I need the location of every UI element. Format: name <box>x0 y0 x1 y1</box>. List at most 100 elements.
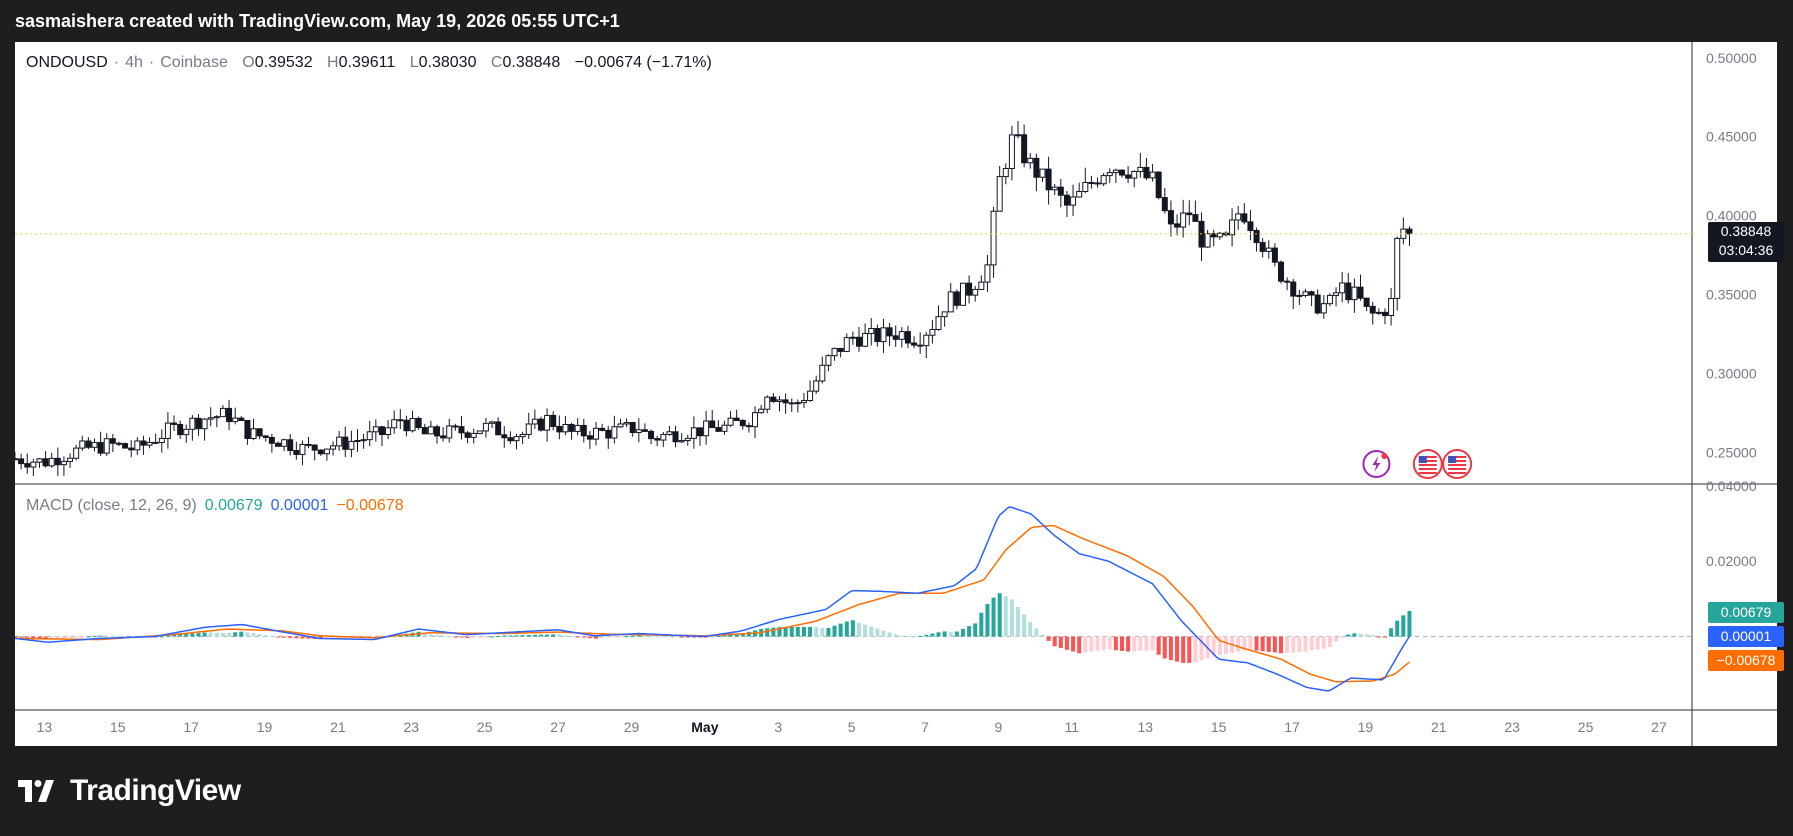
candle-body <box>1015 134 1022 137</box>
price-axis-tick-label: 0.25000 <box>1706 444 1757 460</box>
chart-canvas[interactable]: 0.25000 0.30000 0.35000 0.40000 0.45000 0.500… <box>15 42 1784 746</box>
macd-histogram-bar <box>618 636 623 638</box>
close-value: 0.38848 <box>502 54 561 71</box>
macd-histogram-bar <box>1260 636 1265 652</box>
candle-body <box>189 417 196 430</box>
macd-histogram-bar <box>37 636 42 640</box>
macd-indicator-label[interactable]: MACD (close, 12, 26, 9) <box>26 497 197 514</box>
macd-histogram-bar <box>746 631 751 637</box>
candle-body <box>1271 247 1278 263</box>
candle-body <box>1210 233 1217 238</box>
candle-body <box>354 439 361 442</box>
candle-body <box>1186 212 1193 216</box>
macd-histogram-bar <box>1272 636 1277 653</box>
change-value: −0.00674 (−1.71%) <box>574 54 712 71</box>
macd-histogram-bar <box>594 636 599 639</box>
macd-histogram-bar <box>508 635 513 637</box>
macd-histogram-bar <box>905 636 910 638</box>
macd-histogram-bar <box>447 636 452 638</box>
macd-histogram-bar <box>202 632 207 637</box>
macd-histogram-bar <box>465 636 470 638</box>
exchange: Coinbase <box>160 54 228 71</box>
macd-histogram-bar <box>477 636 482 638</box>
macd-histogram-bar <box>918 636 923 638</box>
macd-histogram-bar <box>960 628 965 637</box>
candle-body <box>654 438 661 441</box>
candle-body <box>1161 197 1168 212</box>
candle-body <box>1345 282 1352 301</box>
macd-histogram-bar <box>765 628 770 637</box>
macd-histogram-bar <box>1364 634 1369 637</box>
candle-body <box>305 443 312 446</box>
macd-histogram-bar <box>1395 620 1400 637</box>
candle-body <box>158 437 165 443</box>
time-axis-tick-label: 29 <box>624 719 640 735</box>
candle-body <box>1180 212 1187 228</box>
macd-histogram-bar <box>1107 636 1112 650</box>
macd-histogram-bar <box>667 636 672 638</box>
candle-body <box>721 424 728 432</box>
macd-histogram-bar <box>1248 636 1253 650</box>
candle-body <box>501 434 508 439</box>
candle-body <box>550 414 557 427</box>
macd-histogram-bar <box>557 634 562 637</box>
candle-body <box>911 342 918 346</box>
macd-histogram-bar <box>1058 636 1063 649</box>
symbol-name[interactable]: ONDOUSD <box>26 54 108 71</box>
macd-histogram-bar <box>453 636 458 638</box>
candle-body <box>397 419 404 422</box>
candle-body <box>1388 297 1395 316</box>
candle-body <box>531 418 538 425</box>
candle-body <box>1039 168 1046 178</box>
macd-histogram-bar <box>924 634 929 637</box>
macd-histogram-bar <box>728 634 733 637</box>
macd-histogram-bar <box>1223 636 1228 654</box>
macd-histogram-bar <box>795 626 800 637</box>
macd-histogram-bar <box>826 627 831 637</box>
macd-histogram-bar <box>1327 636 1332 648</box>
macd-histogram-bar <box>1309 636 1314 651</box>
tradingview-logo-icon <box>18 780 54 802</box>
candle-body <box>342 436 349 450</box>
macd-histogram-bar <box>49 636 54 640</box>
chart-svg[interactable]: 0.25000 0.30000 0.35000 0.40000 0.45000 0.500… <box>15 42 1777 746</box>
macd-histogram-bar <box>337 636 342 639</box>
macd-histogram-bar <box>98 635 103 637</box>
macd-histogram-bar <box>691 636 696 638</box>
macd-histogram-bar <box>722 635 727 637</box>
time-axis-tick-label: 17 <box>183 719 199 735</box>
macd-histogram-bar <box>551 634 556 637</box>
macd-histogram-bar <box>282 636 287 638</box>
candle-body <box>1051 186 1058 191</box>
candle-body <box>1008 134 1015 169</box>
macd-histogram-bar <box>172 634 177 637</box>
time-axis-tick-label: 5 <box>848 719 856 735</box>
candle-body <box>464 432 471 438</box>
macd-histogram-bar <box>661 636 666 638</box>
macd-histogram-bar <box>563 635 568 637</box>
macd-histogram-bar <box>1168 636 1173 661</box>
candle-body <box>556 425 563 433</box>
macd-histogram-bar <box>31 636 36 639</box>
candle-body <box>696 427 703 437</box>
macd-histogram-bar <box>948 632 953 637</box>
macd-histogram-bar <box>116 636 121 638</box>
candle-body <box>666 431 673 435</box>
tradingview-logo[interactable]: TradingView <box>18 774 241 808</box>
macd-histogram-bar <box>220 632 225 637</box>
macd-histogram-bar <box>190 633 195 637</box>
candle-body <box>745 425 752 428</box>
macd-histogram-bar <box>814 627 819 637</box>
candle-body <box>513 436 520 442</box>
interval[interactable]: 4h <box>125 54 143 71</box>
candle-body <box>611 426 618 439</box>
candle-body <box>360 439 367 442</box>
candle-body <box>929 328 936 336</box>
price-axis-tick-label: 0.45000 <box>1706 129 1757 145</box>
candle-body <box>1070 196 1077 206</box>
candle-body <box>807 390 814 402</box>
macd-histogram-bar <box>196 632 201 637</box>
flash-event-icon <box>1362 450 1391 478</box>
candle-body <box>256 428 263 437</box>
candle-body <box>941 311 948 318</box>
